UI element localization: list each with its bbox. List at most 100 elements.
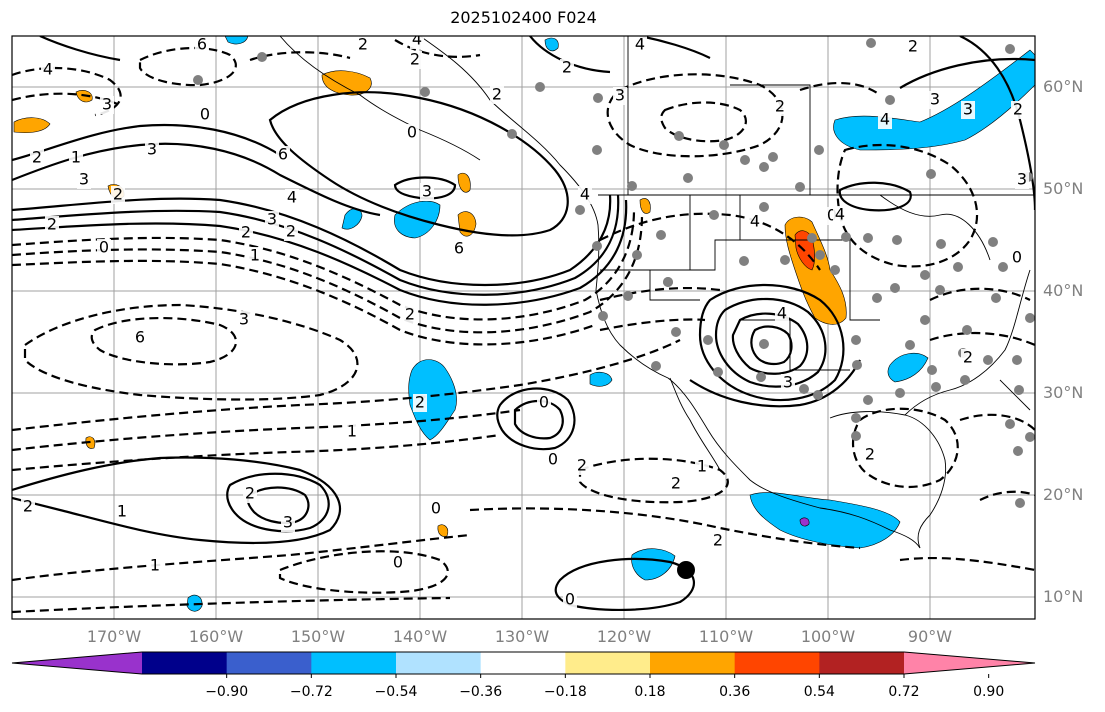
contour-label-bg: [578, 186, 592, 204]
contour-label: 4: [750, 212, 760, 231]
contour-label: 0: [200, 105, 210, 124]
contour-label: 1: [250, 246, 260, 265]
contour-label-bg: [145, 141, 159, 159]
contour-label: 2: [577, 456, 587, 475]
contour-label: 2: [405, 305, 415, 324]
lon-label-130w: 130°W: [494, 627, 550, 646]
contour-label-bg: [41, 61, 55, 79]
colorbar-extend-low: [12, 652, 142, 674]
contour-label: 6: [135, 328, 145, 347]
contour-label-bg: [115, 503, 129, 521]
contour-label: 2: [865, 445, 875, 464]
colorbar-segment: [311, 652, 397, 674]
contour-label: 3: [79, 170, 89, 189]
lon-label-160w: 160°W: [188, 627, 244, 646]
map-title: 2025102400 F024: [450, 8, 597, 27]
contour-label: 2: [1013, 100, 1023, 119]
contour-label-bg: [391, 554, 405, 572]
contour-label-bg: [563, 591, 577, 609]
contour-label: 3: [615, 86, 625, 105]
contour-label: 3: [1017, 170, 1027, 189]
contour-label: 3: [147, 140, 157, 159]
contour-label-bg: [265, 211, 279, 229]
blue-shade-small-4: [544, 37, 559, 52]
contour-label: 2: [963, 348, 973, 367]
contour-label-bg: [30, 149, 44, 167]
lon-label-120w: 120°W: [596, 627, 652, 646]
contour-label: 6: [278, 145, 288, 164]
colorbar-tick-label: −0.18: [543, 684, 587, 700]
contour-label: 2: [671, 474, 681, 493]
contour-label: 2: [492, 85, 502, 104]
contour-label-bg: [773, 98, 787, 116]
blue-shade-east-pac: [631, 548, 676, 581]
orange-shade-bc-2: [457, 172, 471, 193]
colorbar: [11, 651, 1036, 678]
contour-label-bg: [537, 394, 551, 412]
colorbar-segment: [819, 652, 905, 674]
blue-shade-pacific-2: [341, 208, 363, 230]
colorbar-segment: [142, 652, 228, 674]
blue-shade-small-3: [224, 36, 249, 45]
contour-label: 3: [239, 310, 249, 329]
contour-label: 2: [713, 531, 723, 550]
contour-label-bg: [775, 305, 789, 323]
contour-label: 2: [358, 35, 368, 54]
contour-label-bg: [560, 59, 574, 77]
contour-label-bg: [198, 106, 212, 124]
contour-lines: [12, 36, 1035, 612]
contour-label-bg: [613, 87, 627, 105]
contour-label-bg: [276, 146, 290, 164]
contour-lines-dashed: [12, 39, 1035, 614]
colorbar-tick-label: 0.54: [803, 684, 835, 700]
contour-label: 4: [412, 30, 422, 49]
coastlines: [279, 36, 1035, 549]
contour-label-bg: [1015, 171, 1029, 189]
contour-label-bg: [148, 557, 162, 575]
contour-label-bg: [248, 247, 262, 265]
contour-label: 3: [930, 90, 940, 109]
contour-label-bg: [284, 223, 298, 241]
lat-label-30: 30°N: [1043, 383, 1084, 402]
contour-label-bg: [961, 101, 975, 119]
orange-shade-small-2: [639, 198, 651, 214]
contour-label-bg: [195, 36, 209, 54]
contour-label-bg: [711, 532, 725, 550]
contour-label: 2: [286, 222, 296, 241]
contour-label: 0: [393, 553, 403, 572]
colorbar-tick-label: 0.36: [719, 684, 751, 700]
contour-label: 0: [539, 393, 549, 412]
contour-label-bg: [669, 475, 683, 493]
contour-label-bg: [403, 306, 417, 324]
contour-label-bg: [781, 374, 795, 392]
blue-shade-subtropic: [408, 359, 457, 441]
contour-label-bg: [413, 394, 427, 412]
lon-label-110w: 110°W: [698, 627, 754, 646]
contour-label: 4: [835, 205, 845, 224]
contour-label: 4: [880, 110, 890, 129]
contour-label: 0: [1012, 248, 1022, 267]
colorbar-tick-label: −0.36: [459, 684, 503, 700]
contour-label-bg: [408, 51, 422, 69]
orange-shade-bering: [13, 117, 51, 134]
colorbar-tick-label: 0.90: [973, 684, 1005, 700]
contour-label-bg: [1010, 249, 1024, 267]
colorbar-tick-label: −0.72: [289, 684, 333, 700]
contour-label-bg: [97, 239, 111, 257]
contour-label: 0: [548, 450, 558, 469]
lat-label-40: 40°N: [1043, 281, 1084, 300]
contour-label-bg: [133, 329, 147, 347]
contour-label: 2: [415, 393, 425, 412]
colorbar-segment: [734, 652, 820, 674]
lon-label-140w: 140°W: [392, 627, 448, 646]
lon-label-150w: 150°W: [290, 627, 346, 646]
contour-label: 2: [47, 215, 57, 234]
contour-label-bg: [281, 514, 295, 532]
lon-label-170w: 170°W: [86, 627, 142, 646]
map-frame: [11, 35, 1036, 620]
contour-label-bg: [239, 224, 253, 242]
contour-label: 3: [783, 373, 793, 392]
contour-label: 4: [777, 304, 787, 323]
contour-label-bg: [633, 36, 647, 54]
contour-label-bg: [45, 216, 59, 234]
